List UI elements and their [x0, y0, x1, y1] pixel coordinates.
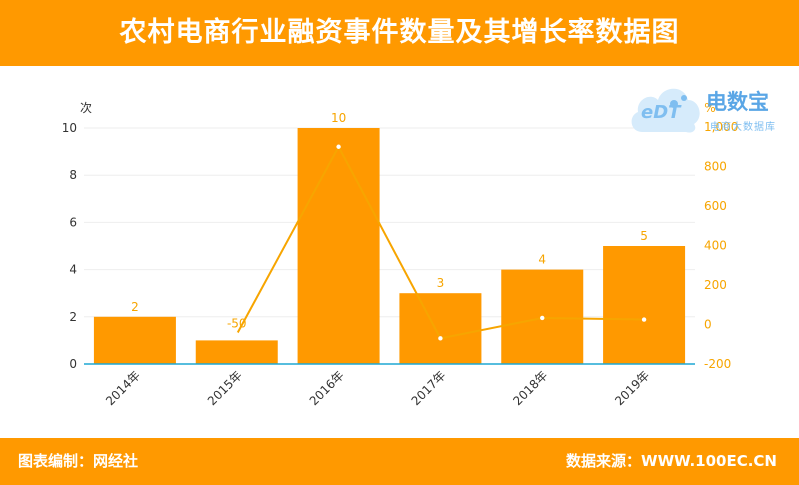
x-tick-label: 2019年 — [612, 368, 652, 408]
bar — [195, 340, 278, 364]
bar-value-label: 2 — [131, 300, 139, 314]
logo-mark: eDT — [641, 102, 681, 123]
gridlines — [84, 127, 695, 318]
bar-value-label: 10 — [331, 111, 346, 125]
growth-line — [234, 144, 647, 341]
right-axis-ticks: -200 0 200 400 600 800 1,000 — [704, 120, 738, 371]
left-axis-label: 次 — [80, 101, 92, 115]
growth-point — [234, 332, 239, 337]
growth-value-label: -50 — [227, 316, 247, 330]
data-labels: 2 10 3 4 5 -50 — [131, 111, 648, 330]
left-tick-label: 10 — [62, 121, 77, 135]
x-tick-label: 2017年 — [409, 368, 449, 408]
header-bar: 农村电商行业融资事件数量及其增长率数据图 — [0, 0, 799, 66]
right-tick-label: -200 — [704, 357, 731, 371]
bar — [399, 293, 482, 364]
bar — [93, 316, 176, 364]
growth-point — [641, 317, 647, 322]
left-axis-ticks: 0 2 4 6 8 10 — [62, 121, 77, 371]
footer-bar: 图表编制：网经社 数据来源：WWW.100EC.CN — [0, 438, 799, 485]
right-tick-label: 200 — [704, 278, 727, 292]
footer-credit: 图表编制：网经社 — [18, 452, 139, 470]
chart: 2 10 3 4 5 -50 0 2 4 6 8 10 -200 0 200 400 600 800 1,000… — [62, 101, 739, 408]
left-tick-label: 4 — [69, 263, 77, 277]
growth-point — [438, 336, 443, 341]
logo: eDT 电数宝 电商大数据库 — [628, 74, 798, 140]
bar-value-label: 4 — [538, 253, 546, 267]
right-tick-label: 400 — [704, 239, 727, 253]
right-tick-label: 0 — [704, 318, 712, 332]
logo-subtitle: 电商大数据库 — [710, 122, 776, 133]
logo-brand: 电数宝 — [706, 90, 769, 114]
left-tick-label: 0 — [69, 357, 77, 371]
x-tick-label: 2016年 — [307, 368, 347, 408]
x-tick-label: 2018年 — [510, 368, 550, 408]
cloud-icon — [631, 88, 700, 133]
x-tick-label: 2014年 — [103, 368, 143, 408]
right-tick-label: 800 — [704, 160, 727, 174]
growth-point — [540, 315, 545, 321]
x-tick-label: 2015年 — [205, 368, 245, 408]
left-tick-label: 6 — [69, 215, 77, 229]
x-axis-ticks: 2014年 2015年 2016年 2017年 2018年 2019年 — [103, 368, 652, 408]
left-tick-label: 8 — [69, 168, 77, 182]
right-axis-label: % — [704, 101, 715, 115]
left-tick-label: 2 — [69, 310, 77, 324]
bars — [84, 128, 695, 365]
growth-point — [336, 144, 341, 149]
bar — [297, 128, 380, 364]
page-title: 农村电商行业融资事件数量及其增长率数据图 — [119, 17, 680, 48]
right-tick-label: 1,000 — [704, 120, 738, 134]
footer-source: 数据来源：WWW.100EC.CN — [566, 452, 777, 470]
bar — [603, 246, 686, 364]
right-tick-label: 600 — [704, 199, 727, 213]
bar-value-label: 3 — [437, 276, 445, 290]
bar-value-label: 5 — [640, 229, 648, 243]
